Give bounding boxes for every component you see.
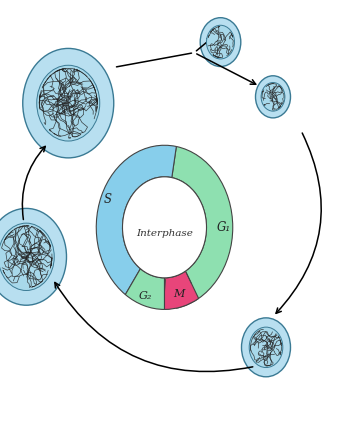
- Wedge shape: [172, 147, 233, 308]
- Text: Interphase: Interphase: [136, 229, 193, 238]
- Text: G₁: G₁: [216, 221, 230, 234]
- Circle shape: [0, 208, 66, 305]
- Wedge shape: [164, 271, 199, 309]
- Circle shape: [200, 18, 241, 67]
- Text: S: S: [104, 193, 112, 206]
- Circle shape: [23, 48, 114, 158]
- Circle shape: [206, 25, 235, 59]
- Wedge shape: [96, 145, 176, 295]
- Wedge shape: [125, 269, 164, 309]
- Circle shape: [122, 177, 206, 278]
- Circle shape: [256, 76, 290, 118]
- Circle shape: [249, 327, 283, 368]
- Circle shape: [241, 318, 290, 377]
- Circle shape: [0, 223, 54, 290]
- Text: M: M: [174, 289, 185, 298]
- Text: G₂: G₂: [139, 291, 153, 301]
- Circle shape: [261, 83, 285, 111]
- Circle shape: [37, 65, 100, 141]
